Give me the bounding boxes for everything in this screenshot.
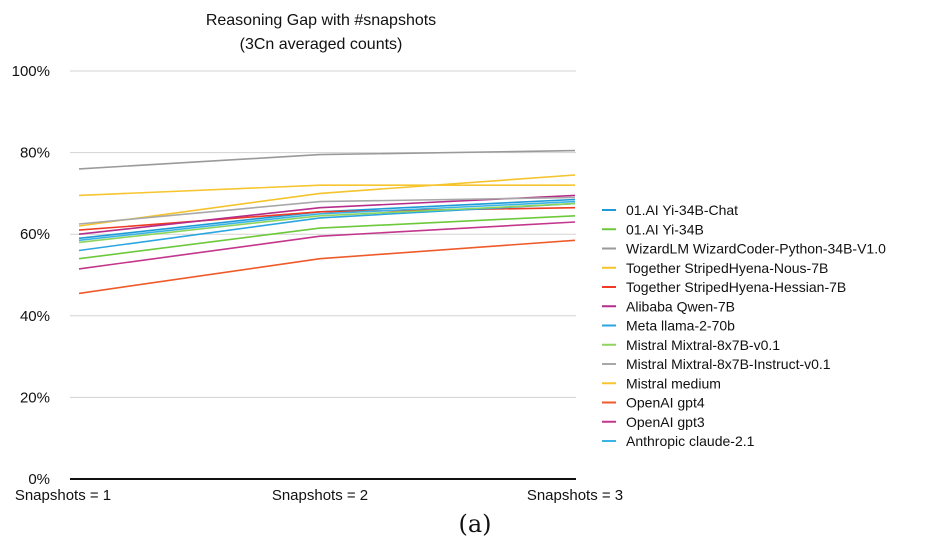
x-tick-label: Snapshots = 2	[272, 487, 368, 504]
series-line	[78, 215, 576, 260]
series-line	[78, 149, 576, 170]
series-line	[78, 221, 576, 270]
y-tick-label: 100%	[12, 63, 50, 80]
series-lines	[78, 149, 576, 295]
series-line	[78, 174, 576, 227]
x-tick-label: Snapshots = 1	[15, 487, 111, 504]
figure-caption: (a)	[458, 510, 491, 538]
legend-label: OpenAI gpt4	[626, 395, 705, 411]
legend-label: 01.AI Yi-34B-Chat	[626, 202, 738, 218]
series-line	[78, 196, 576, 225]
gridlines	[70, 70, 576, 480]
y-tick-label: 20%	[20, 389, 50, 406]
series-line	[78, 184, 575, 197]
y-tick-label: 0%	[28, 471, 50, 488]
legend-label: OpenAI gpt3	[626, 414, 705, 430]
y-tick-label: 80%	[20, 145, 50, 162]
chart-title: Reasoning Gap with #snapshots	[206, 12, 436, 29]
series-line	[78, 202, 576, 244]
y-axis-ticks: 0% 20% 40% 60% 80% 100%	[12, 63, 50, 488]
legend-label: Mistral Mixtral-8x7B-v0.1	[626, 337, 780, 353]
legend-label: 01.AI Yi-34B	[626, 221, 704, 237]
series-line	[78, 200, 576, 242]
legend-label: Mistral Mixtral-8x7B-Instruct-v0.1	[626, 356, 831, 372]
legend: 01.AI Yi-34B-Chat 01.AI Yi-34B WizardLM Wi…	[602, 202, 886, 449]
y-tick-label: 60%	[20, 226, 50, 243]
series-line	[78, 239, 576, 295]
legend-label: Meta llama-2-70b	[626, 318, 735, 334]
legend-label: Together StripedHyena-Nous-7B	[626, 260, 828, 276]
legend-label: Together StripedHyena-Hessian-7B	[626, 279, 846, 295]
chart-subtitle: (3Cn averaged counts)	[240, 36, 403, 53]
x-axis-ticks: Snapshots = 1 Snapshots = 2 Snapshots = 3	[15, 487, 623, 504]
x-tick-label: Snapshots = 3	[527, 487, 623, 504]
legend-label: Anthropic claude-2.1	[626, 433, 755, 449]
y-tick-label: 40%	[20, 308, 50, 325]
legend-label: Alibaba Qwen-7B	[626, 298, 735, 314]
legend-label: WizardLM WizardCoder-Python-34B-V1.0	[626, 241, 886, 257]
legend-label: Mistral medium	[626, 375, 721, 391]
